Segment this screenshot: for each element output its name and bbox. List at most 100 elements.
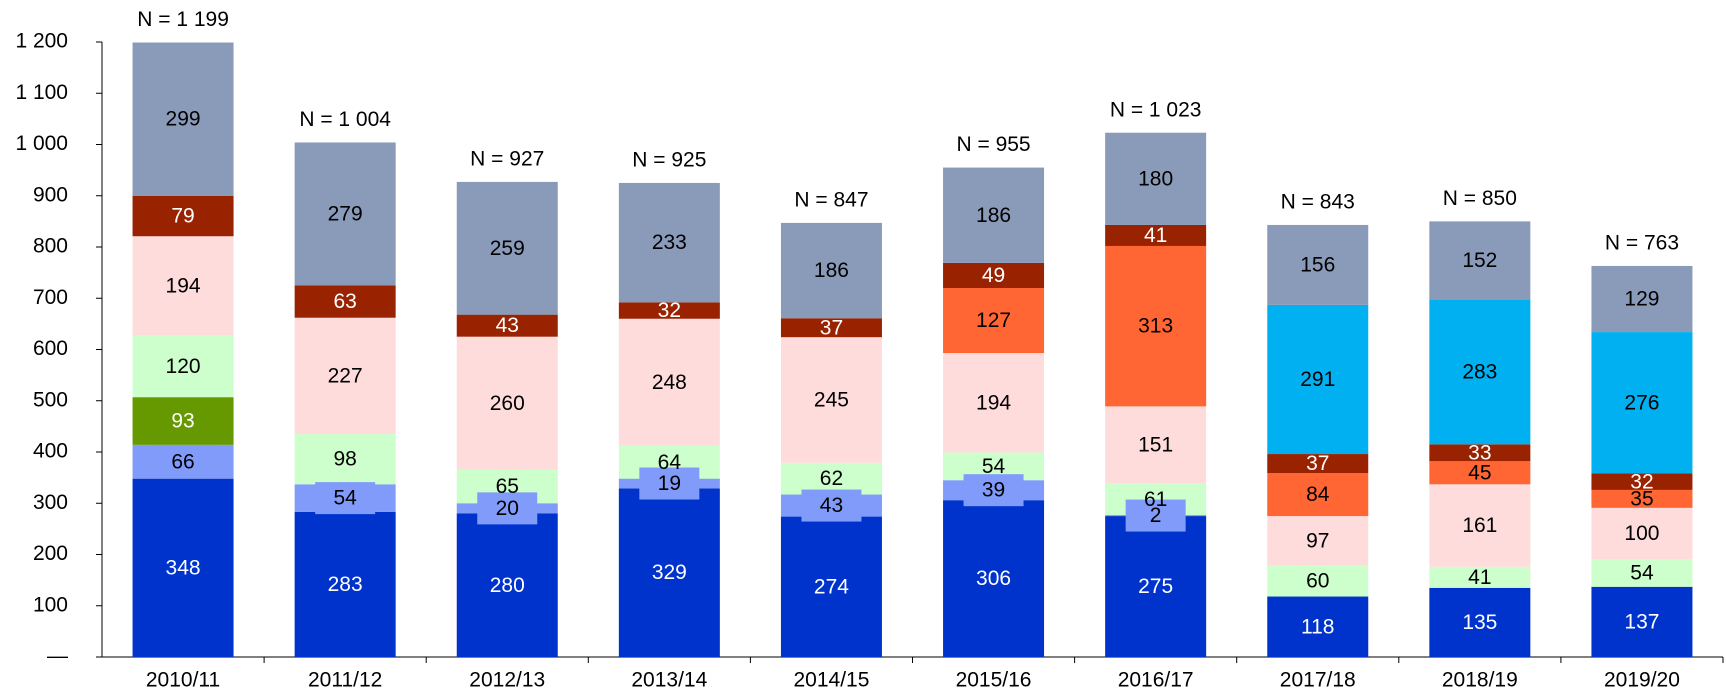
bar-segment xyxy=(1429,444,1531,462)
bar-segment xyxy=(780,318,882,338)
bar-segment xyxy=(1267,304,1369,455)
data-label: 233 xyxy=(652,231,687,254)
data-label: 45 xyxy=(1468,461,1491,484)
data-label: 49 xyxy=(982,264,1005,287)
bar-segment xyxy=(1267,454,1369,474)
data-label: 283 xyxy=(328,573,363,596)
total-label: N = 843 xyxy=(1281,191,1355,214)
data-label: 248 xyxy=(652,371,687,394)
y-tick-label: 200 xyxy=(33,542,68,565)
bar-segment xyxy=(1105,224,1207,246)
data-label: 32 xyxy=(658,299,681,322)
bar-segment xyxy=(1429,221,1531,300)
bar-segment xyxy=(132,42,234,196)
data-label: 43 xyxy=(820,494,843,517)
bar-segment xyxy=(943,167,1045,263)
data-label: 93 xyxy=(171,410,194,433)
data-label: 194 xyxy=(166,274,201,297)
bar-segment xyxy=(294,285,396,318)
data-label: 279 xyxy=(328,202,363,225)
bar-segment xyxy=(943,288,1045,354)
bar-segment xyxy=(132,195,234,237)
data-label: 33 xyxy=(1468,441,1491,464)
data-label: 259 xyxy=(490,237,525,260)
bar-segment xyxy=(456,336,558,470)
x-tick-label: 2018/19 xyxy=(1442,669,1518,692)
data-label: 98 xyxy=(333,448,356,471)
bar-segment xyxy=(132,478,234,657)
data-label: 120 xyxy=(166,355,201,378)
data-label: 41 xyxy=(1468,566,1491,589)
data-label: 127 xyxy=(976,309,1011,332)
data-label: 275 xyxy=(1138,575,1173,598)
data-label: 152 xyxy=(1462,249,1497,272)
data-label: 129 xyxy=(1624,288,1659,311)
bar-segment xyxy=(1267,565,1369,597)
data-label: 60 xyxy=(1306,570,1329,593)
y-tick-label: 400 xyxy=(33,440,68,463)
bar-segment xyxy=(1267,473,1369,517)
data-label: 186 xyxy=(814,259,849,282)
label-box xyxy=(315,482,376,515)
bar-segment xyxy=(780,516,882,657)
data-label: 283 xyxy=(1462,360,1497,383)
data-label: 100 xyxy=(1624,522,1659,545)
data-label: 291 xyxy=(1300,368,1335,391)
bar-segment xyxy=(1105,406,1207,484)
y-tick-label: 1 200 xyxy=(15,30,68,53)
bar-segment xyxy=(1591,332,1693,474)
y-tick-label: 900 xyxy=(33,183,68,206)
data-label: 151 xyxy=(1138,434,1173,457)
total-label: N = 763 xyxy=(1605,232,1679,255)
bar-segment xyxy=(1591,265,1693,333)
bar-segment xyxy=(456,513,558,657)
x-tick-label: 2015/16 xyxy=(956,669,1032,692)
x-tick-label: 2011/12 xyxy=(308,669,382,692)
total-label: N = 1 023 xyxy=(1110,98,1202,121)
y-tick-label: 300 xyxy=(33,491,68,514)
data-label: 79 xyxy=(171,205,194,228)
y-tick-label: 700 xyxy=(33,286,68,309)
data-label: 65 xyxy=(496,475,519,498)
data-label: 63 xyxy=(333,290,356,313)
data-label: 41 xyxy=(1144,224,1167,247)
data-label: 43 xyxy=(496,314,519,337)
label-box xyxy=(639,467,700,500)
bar-segment xyxy=(618,182,720,303)
data-label: 274 xyxy=(814,575,849,598)
x-tick-label: 2016/17 xyxy=(1118,669,1194,692)
label-box xyxy=(477,492,538,525)
data-label: 118 xyxy=(1301,615,1334,638)
data-label: 135 xyxy=(1462,611,1497,634)
total-label: N = 925 xyxy=(632,148,706,171)
bar-segment xyxy=(1267,596,1369,657)
data-label: 97 xyxy=(1306,529,1329,552)
bar-segment xyxy=(1429,484,1531,567)
data-label: 66 xyxy=(171,450,194,473)
y-tick-label: 600 xyxy=(33,337,68,360)
bar-segment xyxy=(1591,586,1693,657)
label-box xyxy=(153,445,214,478)
data-label: 61 xyxy=(1144,488,1167,511)
data-label: 54 xyxy=(1630,561,1654,584)
data-label: 161 xyxy=(1462,514,1497,537)
bar-segment xyxy=(1105,132,1207,225)
data-label: 35 xyxy=(1630,487,1653,510)
bar-segment xyxy=(456,314,558,337)
data-label: 37 xyxy=(1306,452,1329,475)
bar-segment xyxy=(294,317,396,435)
bar-segment xyxy=(943,353,1045,453)
data-label: 37 xyxy=(820,316,843,339)
bar-segment xyxy=(294,142,396,286)
data-label: 194 xyxy=(976,391,1011,414)
y-tick-label: 800 xyxy=(33,235,68,258)
data-label: 329 xyxy=(652,561,687,584)
data-label: 280 xyxy=(490,574,525,597)
bar-segment xyxy=(294,434,396,485)
bar-segment xyxy=(1429,566,1531,588)
total-label: N = 1 199 xyxy=(137,8,229,31)
bar-segment xyxy=(780,462,882,495)
data-label: 137 xyxy=(1624,610,1659,633)
x-tick-label: 2013/14 xyxy=(631,669,707,692)
bar-segment xyxy=(943,262,1045,288)
